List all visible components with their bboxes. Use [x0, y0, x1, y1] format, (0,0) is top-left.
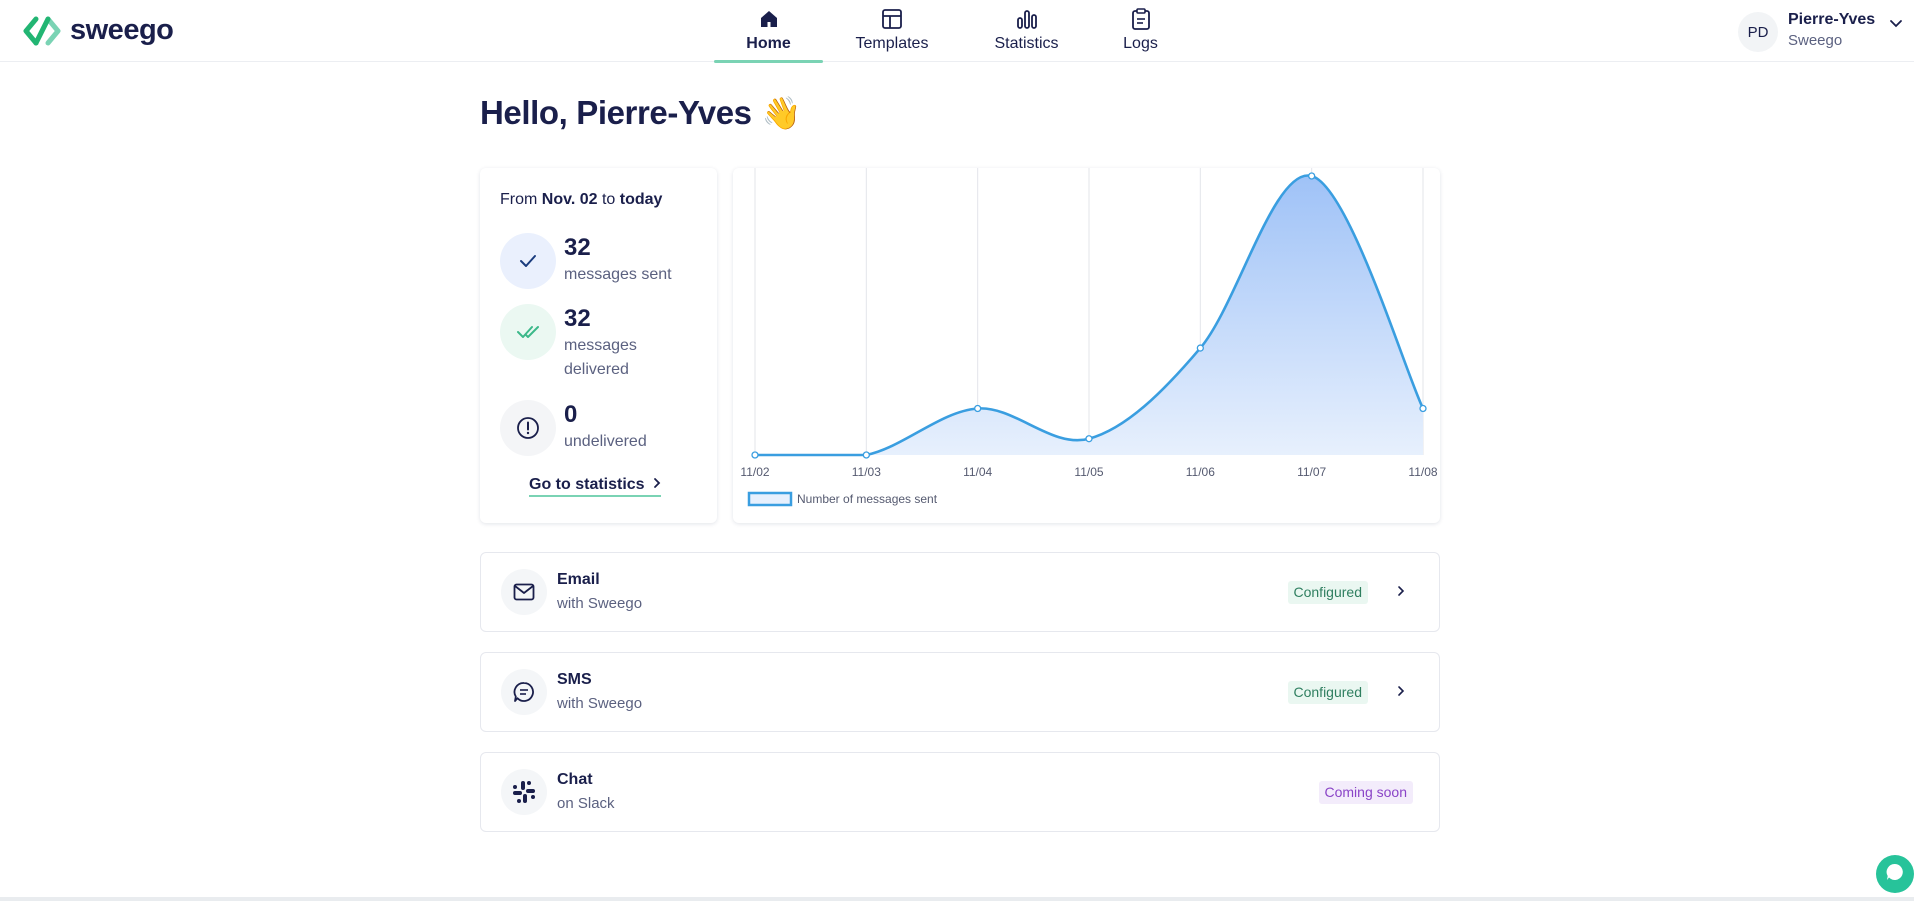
user-name: Pierre-Yves — [1788, 11, 1876, 28]
chart-point-11-07 — [1308, 172, 1316, 180]
sent-label: messages sent — [564, 266, 672, 283]
channel-subtitle: with Sweego — [557, 595, 643, 612]
period-mid: to — [601, 191, 616, 208]
sweego-logo[interactable]: sweego — [22, 14, 174, 47]
x-tick-label: 11/05 — [1074, 465, 1103, 479]
period-end: today — [619, 191, 663, 208]
x-tick-label: 11/02 — [740, 465, 769, 479]
top-header: sweego Home Templates Statistics Logs — [0, 0, 1914, 63]
layout-icon — [879, 6, 905, 32]
check-icon — [500, 233, 556, 289]
user-info: Pierre-Yves Sweego — [1788, 11, 1875, 53]
chart-point-11-02 — [751, 451, 759, 459]
alert-icon — [500, 400, 556, 456]
support-chat-button[interactable] — [1876, 855, 1914, 893]
delivered-label-line-2: delivered — [564, 361, 629, 378]
chart-point-11-03 — [862, 451, 870, 459]
chart-point-11-04 — [974, 404, 982, 413]
home-icon — [756, 6, 782, 32]
user-org: Sweego — [1788, 32, 1843, 49]
chevron-down-icon[interactable] — [1889, 16, 1903, 34]
messages-chart: 11/02 11/03 11/04 11/05 11/06 11/07 11/08 Numb… — [740, 168, 1438, 507]
channel-title: Email — [557, 571, 600, 588]
greeting-text: Hello, Pierre-Yves — [480, 94, 752, 131]
nav-home-label: Home — [746, 35, 791, 52]
channel-title: Chat — [557, 771, 593, 788]
stat-delivered: 32 messages delivered — [500, 304, 637, 382]
channel-card-email[interactable]: Email with Sweego Configured — [480, 552, 1440, 632]
delivered-label-line-1: messages — [564, 337, 637, 354]
channel-title: SMS — [557, 671, 592, 688]
slack-icon — [501, 769, 547, 815]
stat-undelivered: 0 undelivered — [500, 400, 647, 456]
sent-value: 32 — [564, 234, 591, 261]
period-prefix: From — [500, 191, 538, 208]
nav-logs-label: Logs — [1123, 35, 1158, 52]
double-check-icon — [500, 304, 556, 360]
chevron-right-icon — [1397, 684, 1405, 702]
bottom-divider — [0, 897, 1914, 901]
chart-point-11-08 — [1419, 404, 1427, 413]
status-badge: Coming soon — [1318, 781, 1413, 804]
stat-sent: 32 messages sent — [500, 233, 672, 289]
x-tick-label: 11/07 — [1297, 465, 1326, 479]
nav-statistics-label: Statistics — [994, 35, 1059, 52]
messages-chart-card: 11/02 11/03 11/04 11/05 11/06 11/07 11/08 Numb… — [733, 168, 1440, 523]
sweego-logo-icon — [23, 16, 61, 45]
x-tick-label: 11/08 — [1408, 465, 1437, 479]
brand-name: sweego — [70, 14, 174, 46]
chart-area — [755, 175, 1423, 455]
channel-subtitle: on Slack — [557, 795, 615, 812]
mail-icon — [501, 569, 547, 615]
period-start: Nov. 02 — [541, 191, 598, 208]
bar-chart-icon — [1014, 6, 1040, 32]
stats-summary-card: From Nov. 02 to today 32 messages sent 3… — [480, 168, 717, 523]
chevron-right-icon — [653, 476, 661, 494]
chevron-right-icon — [1397, 584, 1405, 602]
clipboard-icon — [1128, 6, 1154, 32]
nav-templates-label: Templates — [855, 35, 929, 52]
legend-swatch — [747, 491, 793, 507]
go-to-statistics-label: Go to statistics — [529, 476, 645, 493]
go-to-statistics-link[interactable]: Go to statistics — [529, 476, 661, 497]
x-tick-label: 11/06 — [1186, 465, 1215, 479]
nav-logs[interactable]: Logs — [1092, 0, 1189, 62]
channel-subtitle: with Sweego — [557, 695, 643, 712]
page-title: Hello, Pierre-Yves 👋 — [480, 94, 801, 132]
channel-card-sms[interactable]: SMS with Sweego Configured — [480, 652, 1440, 732]
nav-statistics[interactable]: Statistics — [961, 0, 1092, 62]
x-tick-label: 11/04 — [963, 465, 992, 479]
legend-label: Number of messages sent — [797, 492, 938, 506]
main-nav: Home Templates Statistics Logs — [714, 0, 1189, 63]
nav-home[interactable]: Home — [714, 0, 823, 63]
chart-point-11-05 — [1085, 435, 1093, 443]
user-menu[interactable]: PD Pierre-Yves Sweego — [1738, 11, 1903, 53]
nav-templates[interactable]: Templates — [823, 0, 961, 62]
chat-bubble-icon — [1885, 862, 1905, 887]
avatar: PD — [1738, 12, 1778, 52]
delivered-value: 32 — [564, 305, 591, 332]
chart-line — [755, 174, 1425, 457]
status-badge: Configured — [1287, 681, 1368, 704]
channel-card-chat[interactable]: Chat on Slack Coming soon — [480, 752, 1440, 832]
wave-emoji: 👋 — [761, 95, 802, 131]
undelivered-value: 0 — [564, 401, 578, 428]
status-badge: Configured — [1287, 581, 1368, 604]
x-tick-label: 11/03 — [852, 465, 881, 479]
undelivered-label: undelivered — [564, 433, 647, 450]
chat-icon — [501, 669, 547, 715]
chart-point-11-06 — [1196, 344, 1204, 352]
period-text: From Nov. 02 to today — [500, 191, 662, 209]
